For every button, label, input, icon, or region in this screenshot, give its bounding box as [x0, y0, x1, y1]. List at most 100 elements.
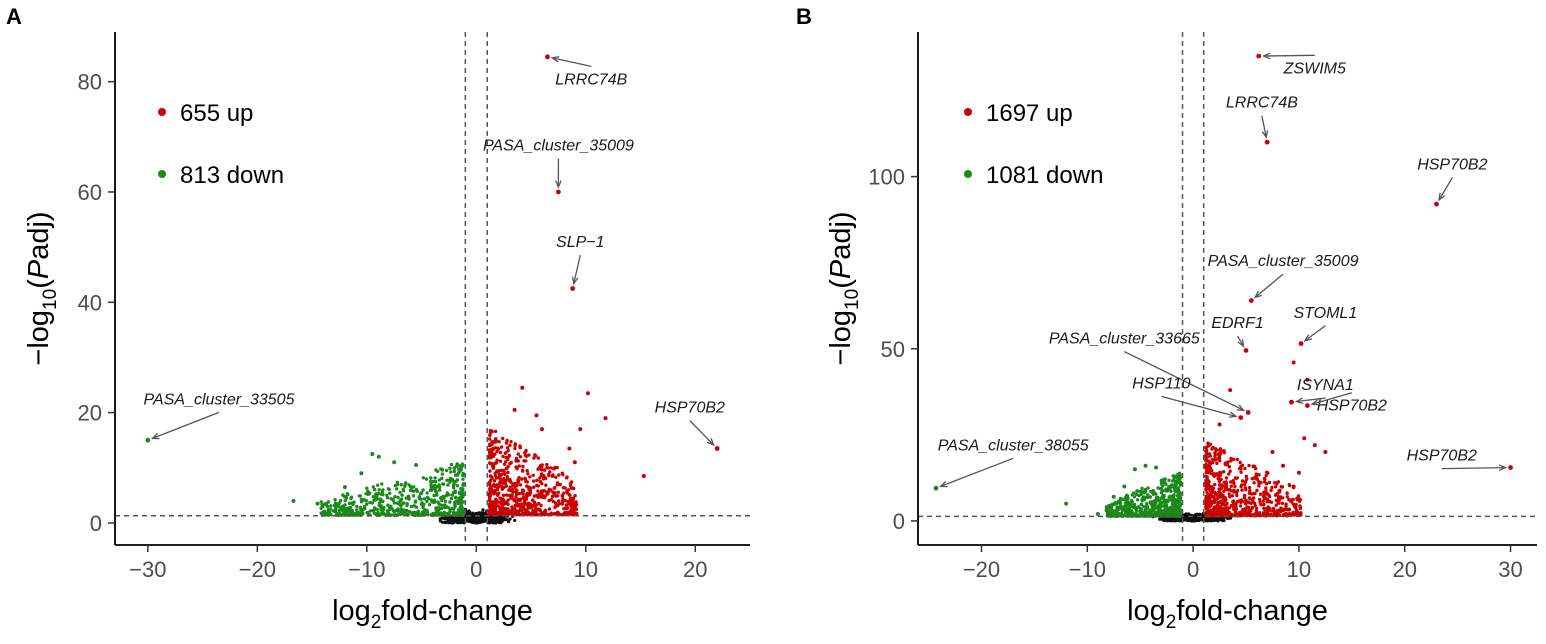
- point-up: [513, 443, 517, 448]
- point-up-outlier: [512, 407, 517, 412]
- point-down: [355, 504, 359, 509]
- point-up: [490, 484, 495, 488]
- point-down: [403, 482, 407, 486]
- point-down: [429, 476, 433, 480]
- point-down: [329, 504, 333, 508]
- point-up-outlier: [539, 427, 544, 432]
- point-up-outlier: [567, 446, 572, 451]
- point-down: [343, 498, 347, 503]
- point-up: [1265, 470, 1269, 474]
- point-down: [338, 499, 343, 503]
- point-up: [560, 494, 565, 498]
- point-down: [428, 488, 433, 492]
- point-up: [508, 485, 512, 489]
- y-tick-label: 80: [78, 70, 102, 95]
- point-up: [573, 494, 577, 498]
- point-up: [495, 458, 499, 462]
- point-up: [560, 499, 565, 503]
- point-down-outlier: [359, 471, 364, 476]
- point-up: [543, 511, 547, 515]
- point-up: [1267, 480, 1272, 485]
- point-down: [377, 488, 381, 492]
- point-up: [533, 500, 537, 504]
- point-up: [553, 491, 557, 495]
- point-up: [501, 454, 505, 459]
- point-down: [421, 505, 425, 510]
- point-up: [494, 461, 499, 465]
- point-up: [490, 507, 494, 511]
- point-down: [438, 488, 442, 492]
- point-down: [345, 492, 350, 496]
- point-up: [506, 464, 510, 469]
- point-up: [528, 512, 532, 516]
- point-up: [553, 501, 558, 505]
- point-down: [405, 501, 409, 506]
- gene-label: PASA_cluster_35009: [483, 138, 634, 155]
- point-down-outlier: [414, 463, 419, 468]
- point-up: [536, 484, 540, 488]
- point-up-outlier: [520, 385, 525, 390]
- point-down: [396, 495, 400, 500]
- point-up: [488, 511, 492, 515]
- point-up: [514, 499, 518, 503]
- point-down: [408, 488, 413, 493]
- point-up: [516, 452, 520, 456]
- point-down: [432, 500, 436, 504]
- point-up: [1235, 457, 1240, 462]
- point-up: [533, 507, 538, 511]
- point-up: [491, 447, 495, 451]
- point-up: [1227, 472, 1231, 476]
- point-up: [538, 476, 542, 480]
- point-up: [1242, 496, 1247, 500]
- point-down-outlier: [392, 460, 397, 465]
- point-down: [365, 486, 369, 490]
- legend-down-label: 813 down: [180, 162, 284, 189]
- point-up: [501, 493, 506, 497]
- point-up: [1257, 481, 1261, 486]
- point-nonsig: [443, 520, 447, 524]
- point-up: [1213, 454, 1217, 458]
- point-up: [518, 483, 523, 487]
- point-down: [365, 502, 369, 506]
- gene-label: HSP70B2: [655, 400, 725, 417]
- point-up: [524, 508, 528, 512]
- point-up: [495, 492, 499, 496]
- point-up: [1219, 478, 1223, 482]
- point-up: [494, 497, 498, 501]
- point-up: [542, 468, 547, 472]
- point-down: [388, 491, 392, 495]
- point-up: [1244, 502, 1248, 506]
- point-up: [538, 495, 542, 499]
- point-down: [359, 500, 364, 504]
- point-up: [509, 440, 513, 444]
- point-up: [1244, 479, 1248, 484]
- point-down: [434, 479, 438, 484]
- point-nonsig: [1163, 518, 1167, 523]
- point-down: [395, 487, 399, 491]
- point-up: [509, 512, 513, 516]
- point-down: [455, 484, 460, 488]
- point-up: [1206, 469, 1210, 473]
- point-nonsig: [481, 508, 485, 512]
- point-up: [574, 503, 579, 507]
- point-nonsig: [438, 517, 442, 521]
- point-up: [488, 448, 492, 452]
- point-cloud: [1064, 360, 1328, 523]
- point-down: [448, 466, 452, 470]
- point-up: [540, 463, 544, 467]
- point-down: [461, 477, 465, 481]
- point-up: [523, 450, 527, 454]
- point-up: [509, 496, 513, 500]
- point-down: [386, 503, 390, 507]
- point-up-outlier: [578, 427, 583, 432]
- point-up: [1233, 484, 1237, 489]
- point-down: [399, 483, 403, 487]
- point-down: [382, 505, 386, 510]
- point-up: [1204, 455, 1208, 459]
- point-up: [527, 487, 531, 491]
- point-down: [341, 493, 345, 497]
- y-axis-title: −log10(Padj): [23, 211, 61, 365]
- point-up: [501, 497, 505, 501]
- x-tick-label: 20: [683, 557, 707, 582]
- point-up: [569, 496, 573, 501]
